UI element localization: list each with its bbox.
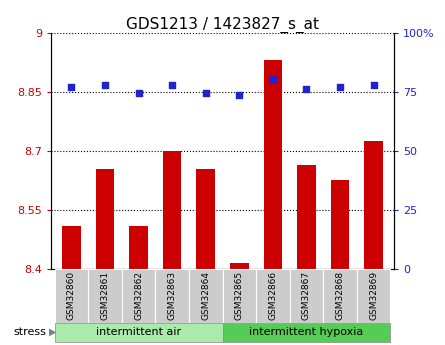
Bar bbox=[331, 180, 349, 269]
Text: GSM32863: GSM32863 bbox=[168, 271, 177, 321]
Text: stress: stress bbox=[14, 327, 47, 337]
Title: GDS1213 / 1423827_s_at: GDS1213 / 1423827_s_at bbox=[126, 17, 319, 33]
Point bbox=[169, 82, 176, 88]
Bar bbox=[196, 169, 215, 269]
Point bbox=[101, 82, 109, 88]
Text: GSM32862: GSM32862 bbox=[134, 271, 143, 321]
Bar bbox=[62, 226, 81, 269]
Point bbox=[135, 90, 142, 96]
Text: GSM32864: GSM32864 bbox=[201, 271, 210, 321]
Bar bbox=[263, 60, 282, 269]
Point bbox=[68, 85, 75, 90]
Text: GSM32869: GSM32869 bbox=[369, 271, 378, 321]
Text: GSM32861: GSM32861 bbox=[101, 271, 109, 321]
Text: GSM32866: GSM32866 bbox=[268, 271, 277, 321]
Point bbox=[336, 85, 344, 90]
Point bbox=[370, 82, 377, 88]
Point bbox=[236, 93, 243, 98]
Text: GSM32865: GSM32865 bbox=[235, 271, 244, 321]
Bar bbox=[230, 263, 249, 269]
Text: intermittent air: intermittent air bbox=[96, 327, 181, 337]
Point bbox=[202, 90, 209, 96]
Bar bbox=[297, 165, 316, 269]
Text: GSM32868: GSM32868 bbox=[336, 271, 344, 321]
Text: GSM32860: GSM32860 bbox=[67, 271, 76, 321]
Bar bbox=[163, 151, 182, 269]
Text: GSM32867: GSM32867 bbox=[302, 271, 311, 321]
Bar bbox=[96, 169, 114, 269]
Point bbox=[269, 76, 276, 82]
Text: intermittent hypoxia: intermittent hypoxia bbox=[249, 327, 364, 337]
Bar bbox=[364, 141, 383, 269]
Text: ▶: ▶ bbox=[49, 327, 57, 337]
Point bbox=[303, 87, 310, 92]
Bar bbox=[129, 226, 148, 269]
